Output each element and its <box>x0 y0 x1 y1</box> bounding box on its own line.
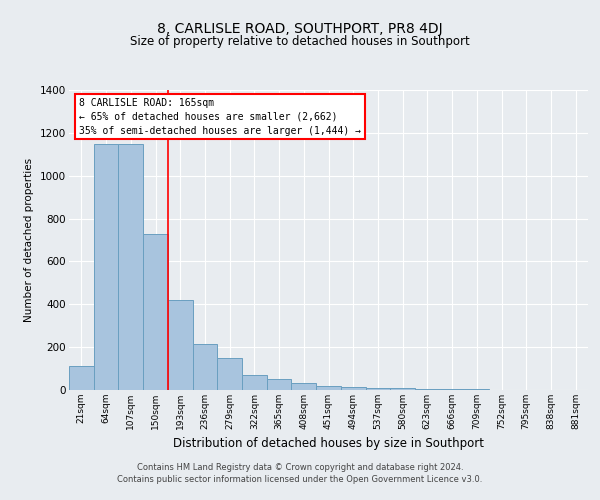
Bar <box>118 144 143 390</box>
Bar <box>292 383 316 390</box>
Bar <box>267 380 292 390</box>
Bar <box>143 234 168 390</box>
Bar <box>217 358 242 390</box>
Bar <box>415 389 440 390</box>
Bar <box>341 387 365 390</box>
X-axis label: Distribution of detached houses by size in Southport: Distribution of detached houses by size … <box>173 438 484 450</box>
Text: Size of property relative to detached houses in Southport: Size of property relative to detached ho… <box>130 35 470 48</box>
Y-axis label: Number of detached properties: Number of detached properties <box>25 158 34 322</box>
Bar <box>168 300 193 390</box>
Text: Contains HM Land Registry data © Crown copyright and database right 2024.: Contains HM Land Registry data © Crown c… <box>137 464 463 472</box>
Text: 8 CARLISLE ROAD: 165sqm
← 65% of detached houses are smaller (2,662)
35% of semi: 8 CARLISLE ROAD: 165sqm ← 65% of detache… <box>79 98 361 136</box>
Bar <box>94 144 118 390</box>
Bar <box>242 375 267 390</box>
Bar <box>193 344 217 390</box>
Bar <box>365 388 390 390</box>
Bar <box>316 386 341 390</box>
Text: Contains public sector information licensed under the Open Government Licence v3: Contains public sector information licen… <box>118 475 482 484</box>
Text: 8, CARLISLE ROAD, SOUTHPORT, PR8 4DJ: 8, CARLISLE ROAD, SOUTHPORT, PR8 4DJ <box>157 22 443 36</box>
Bar <box>390 388 415 390</box>
Bar <box>69 366 94 390</box>
